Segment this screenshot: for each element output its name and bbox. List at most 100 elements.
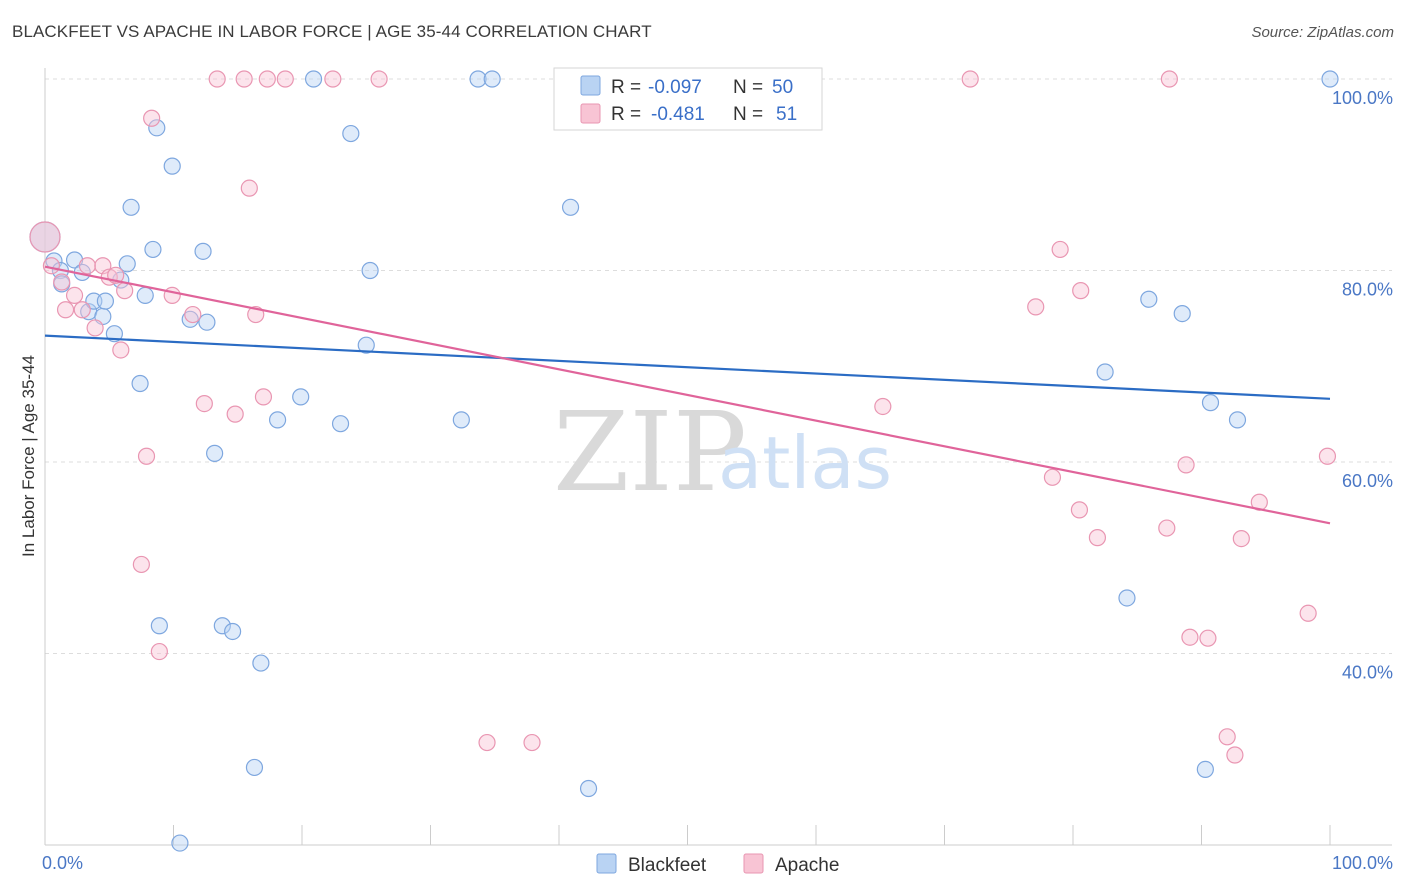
apache-point [226,405,244,423]
apache-point [961,70,979,88]
legend-n-label: N = [733,104,763,125]
x-tick-labels: 0.0% 100.0% [42,853,1393,873]
blackfeet-point [357,336,375,354]
apache-point [254,388,273,406]
apache-point [324,70,342,88]
bottom-legend: Blackfeet Apache [596,853,839,876]
apache-point [137,447,156,465]
apache-point [1232,529,1250,548]
blackfeet-point [136,286,154,304]
blackfeet-point [1196,760,1214,778]
blackfeet-point [105,325,123,343]
y-axis-label: In Labor Force | Age 35-44 [19,355,38,557]
apache-point [195,394,213,413]
blackfeet-point [206,444,224,462]
legend-swatch-apache [580,103,601,124]
apache-point [276,70,294,88]
apache-point [143,109,161,127]
axes [44,68,1392,846]
trend-line-blackfeet [44,334,1331,400]
apache-point [258,70,276,88]
trend-lines [44,265,1331,525]
legend-r-label: R = [611,104,641,125]
trend-line-apache [44,265,1331,525]
blackfeet-point [1201,394,1220,412]
blackfeet-point [342,124,360,143]
blackfeet-point [252,654,270,672]
apache-point [1177,456,1195,474]
apache-point [116,282,134,300]
chart-title: BLACKFEET VS APACHE IN LABOR FORCE | AGE… [12,22,652,41]
apache-point [370,70,388,88]
blackfeet-point [1096,363,1114,381]
blackfeet-point [122,198,140,216]
blackfeet-point [1118,589,1136,607]
apache-point [1027,298,1045,316]
blackfeet-point [96,292,114,310]
bottom-legend-swatch-blackfeet [596,853,617,874]
apache-point [78,257,97,275]
apache-point [42,257,61,275]
gridlines [45,78,1392,654]
apache-point [132,555,150,574]
y-tick-label: 100.0% [1332,88,1393,108]
blackfeet-point [331,415,350,433]
blackfeet-point [361,261,379,280]
blackfeet-point [1140,290,1158,308]
apache-point [29,221,61,253]
blackfeet-point [198,313,216,331]
bottom-legend-swatch-apache [743,853,764,874]
y-tick-label: 60.0% [1342,471,1393,491]
apache-point [73,301,91,319]
apache-point [1051,240,1069,259]
y-tick-label: 80.0% [1342,280,1393,300]
blackfeet-point [148,119,166,137]
apache-point [1070,501,1089,519]
apache-point [150,642,168,661]
apache-point [1160,70,1178,88]
apache-point [163,286,181,304]
apache-point [523,733,541,752]
apache-point [86,319,104,337]
blackfeet-point [292,388,310,406]
watermark-zip: ZIP [553,388,747,516]
blackfeet-point [163,157,181,175]
blackfeet-point [452,411,470,429]
apache-point [1158,519,1176,537]
apache-point [235,70,253,88]
blackfeet-point [118,255,136,273]
apache-point [1072,282,1090,300]
apache-point [874,397,892,416]
blackfeet-point [171,834,189,852]
blackfeet-point [579,779,598,798]
legend-r-label: R = [611,77,641,98]
blackfeet-point [268,411,287,429]
blackfeet-point [213,617,231,635]
blackfeet-point [181,310,199,328]
legend-box: R = -0.097 N = 50 R = -0.481 N = 51 [553,67,823,131]
apache-point [1088,529,1107,547]
blackfeet-point [561,198,580,216]
apache-point [65,286,84,304]
blackfeet-point [131,374,149,393]
bottom-legend-label-apache: Apache [775,855,839,876]
apache-point [53,273,71,291]
blackfeet-point [194,242,212,260]
apache-point [240,179,258,197]
blackfeet-point [1173,304,1191,323]
y-tick-labels: 40.0% 60.0% 80.0% 100.0% [1332,88,1393,683]
x-tick-label: 100.0% [1332,853,1393,873]
legend-n-value: 51 [776,104,797,125]
legend-r-value: -0.481 [651,104,705,125]
watermark-atlas: atlas [718,421,892,505]
y-tick-label: 40.0% [1342,663,1393,683]
apache-point [184,305,202,324]
apache-point [1299,604,1317,622]
x-tick-label: 0.0% [42,853,83,873]
apache-point [56,301,75,319]
blackfeet-point [1321,70,1339,88]
apache-point [1226,746,1244,764]
apache-point [1199,629,1217,647]
apache-point [1181,628,1199,646]
